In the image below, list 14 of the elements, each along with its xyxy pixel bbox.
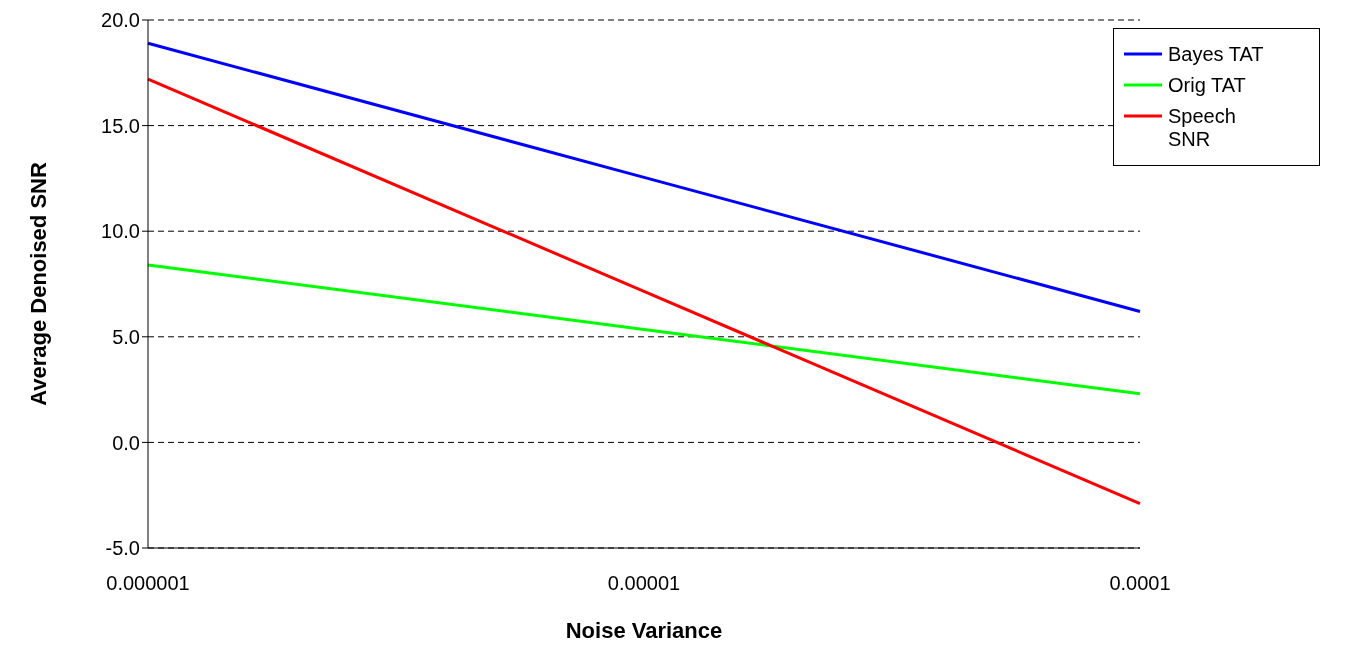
y-tick-label: 0.0: [112, 431, 140, 454]
x-axis-title: Noise Variance: [565, 618, 723, 643]
y-tick-label: 10.0: [101, 220, 140, 243]
y-tick-label: 20.0: [101, 9, 140, 32]
y-tick-label: -5.0: [105, 537, 140, 560]
legend-label: Bayes TAT: [1168, 43, 1265, 66]
x-tick-label: 0.000001: [106, 572, 190, 595]
y-axis-title: Average Denoised SNR: [25, 162, 51, 406]
y-tick-label: 5.0: [112, 325, 140, 348]
legend-label: Speech SNR: [1168, 105, 1237, 151]
legend-label: Orig TAT: [1168, 74, 1247, 97]
x-tick-label: 0.0001: [1109, 572, 1171, 595]
x-tick-label: 0.00001: [607, 572, 681, 595]
y-tick-label: 15.0: [101, 114, 140, 137]
